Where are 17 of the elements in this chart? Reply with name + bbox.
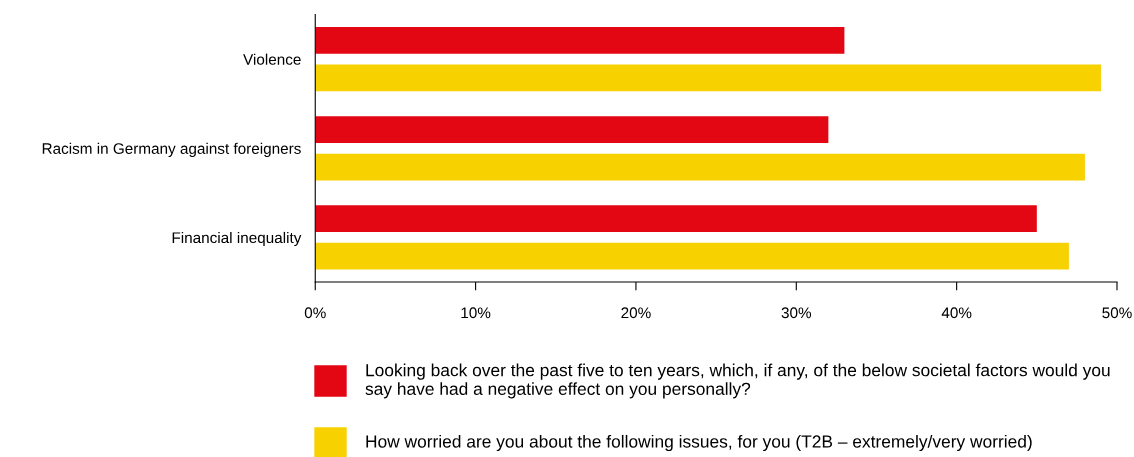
x-tick-label: 40% bbox=[941, 307, 972, 319]
y-tick-label: Racism in Germany against foreigners bbox=[42, 142, 301, 157]
y-tick-label: Violence bbox=[243, 53, 301, 65]
x-tick-label: 30% bbox=[781, 307, 812, 319]
bar bbox=[315, 205, 1037, 233]
y-tick-label: Financial inequality bbox=[172, 231, 302, 247]
bar bbox=[315, 27, 845, 54]
bar bbox=[315, 242, 1069, 270]
x-tick-label: 50% bbox=[1102, 307, 1132, 319]
x-tick-label: 20% bbox=[621, 307, 651, 319]
bar bbox=[315, 116, 829, 143]
legend-label: Looking back over the past five to ten years, which, if any, of the below societal factors would you say have had a negative effect on you personally? bbox=[365, 363, 1110, 399]
legend-label: How worried are you about the following issues, for you (T2B – extremely/very worried) bbox=[366, 434, 1032, 452]
bar bbox=[315, 153, 1085, 181]
bar bbox=[315, 64, 1101, 92]
x-tick-label: 10% bbox=[461, 307, 491, 319]
x-tick-label: 0% bbox=[304, 307, 326, 319]
